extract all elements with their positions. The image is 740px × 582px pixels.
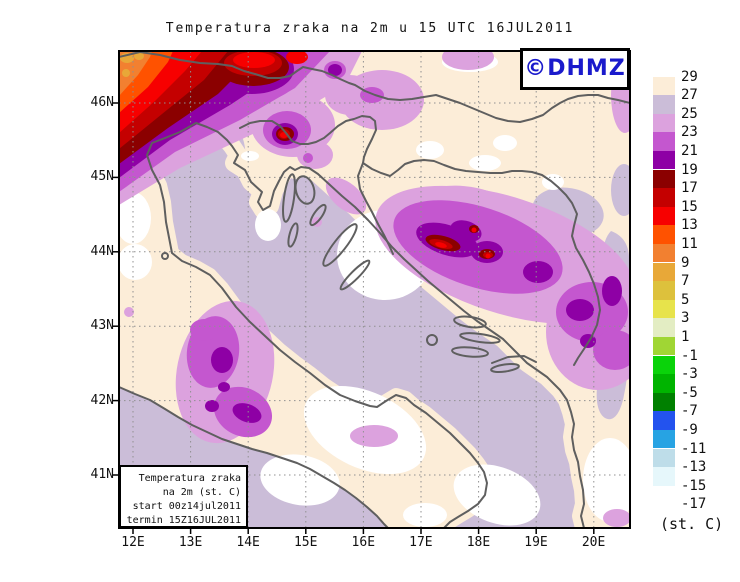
dhmz-logo-box: ©DHMZ bbox=[520, 48, 630, 90]
axis-ticks bbox=[113, 102, 595, 534]
colorbar-tick-label: 23 bbox=[681, 124, 698, 141]
x-axis-label: 18E bbox=[466, 535, 491, 550]
x-axis-label: 19E bbox=[524, 535, 548, 550]
y-axis-label: 46N bbox=[90, 95, 114, 110]
x-axis-label: 16E bbox=[351, 535, 376, 550]
colorbar-swatch bbox=[653, 262, 675, 282]
x-axis-label: 15E bbox=[293, 535, 318, 550]
colorbar-swatch bbox=[653, 76, 675, 96]
colorbar-swatch bbox=[653, 132, 675, 151]
legend-line: termin 15Z16JUL2011 bbox=[126, 515, 241, 526]
page-title: Temperatura zraka na 2m u 15 UTC 16JUL20… bbox=[165, 21, 575, 36]
x-axis-label: 12E bbox=[121, 535, 145, 550]
colorbar-tick-label: 29 bbox=[681, 68, 698, 85]
x-axis-label: 20E bbox=[581, 535, 606, 550]
legend-line: start 00z14jul2011 bbox=[132, 501, 241, 512]
colorbar-swatch bbox=[653, 95, 675, 114]
colorbar-swatch bbox=[653, 188, 675, 207]
temperature-field bbox=[120, 52, 629, 527]
y-axis-label: 42N bbox=[90, 392, 114, 408]
colorbar-swatch bbox=[653, 113, 675, 133]
colorbar-tick-label: -13 bbox=[681, 459, 707, 476]
colorbar-swatch bbox=[653, 467, 675, 486]
legend-box: Temperatura zraka na 2m (st. C) start 00… bbox=[119, 465, 248, 528]
y-axis-label: 41N bbox=[90, 467, 114, 482]
colorbar-swatch bbox=[653, 355, 675, 375]
colorbar-swatch bbox=[653, 448, 675, 468]
y-axis-label: 44N bbox=[90, 243, 114, 259]
colorbar-tick-label: 21 bbox=[681, 142, 698, 159]
graticule bbox=[120, 52, 629, 527]
colorbar-swatch bbox=[653, 318, 675, 337]
map-frame bbox=[118, 50, 631, 529]
colorbar-tick-label: 1 bbox=[681, 328, 690, 345]
hot-patches bbox=[120, 52, 629, 527]
colorbar-swatch bbox=[653, 336, 675, 356]
y-axis-label: 43N bbox=[90, 318, 114, 334]
dhmz-logo-text: ©DHMZ bbox=[524, 56, 626, 81]
legend-line: Temperatura zraka bbox=[138, 473, 241, 484]
colorbar-tick-label: -7 bbox=[681, 403, 698, 420]
x-axis-label: 14E bbox=[236, 535, 260, 550]
colorbar-swatch bbox=[653, 411, 675, 430]
x-axis-label: 17E bbox=[409, 535, 433, 550]
coastlines bbox=[120, 52, 629, 527]
colorbar-swatch bbox=[653, 169, 675, 189]
colorbar-tick-label: -9 bbox=[681, 421, 698, 438]
colorbar-tick-label: 13 bbox=[681, 217, 698, 234]
colorbar-tick-label: -15 bbox=[681, 477, 707, 494]
colorbar-tick-label: 7 bbox=[681, 273, 690, 290]
colorbar-tick-label: -3 bbox=[681, 366, 698, 383]
colorbar-tick-label: 3 bbox=[681, 310, 690, 327]
colorbar-swatch bbox=[653, 374, 675, 393]
colorbar-tick-label: 27 bbox=[681, 87, 698, 104]
colorbar-tick-label: 15 bbox=[681, 198, 698, 215]
colorbar-swatch bbox=[653, 206, 675, 226]
colorbar-tick-label: -5 bbox=[681, 384, 698, 401]
colorbar-swatch bbox=[653, 243, 675, 263]
islands bbox=[161, 173, 537, 373]
colorbar-swatch bbox=[653, 485, 675, 505]
colorbar-tick-label: 5 bbox=[681, 291, 690, 308]
colorbar-tick-label: -17 bbox=[681, 496, 707, 513]
colorbar-swatch bbox=[653, 299, 675, 319]
colorbar-tick-label: -1 bbox=[681, 347, 698, 364]
colorbar-swatch bbox=[653, 281, 675, 300]
colorbar-tick-label: 25 bbox=[681, 105, 698, 122]
colorbar-swatch bbox=[653, 392, 675, 412]
legend-line: na 2m (st. C) bbox=[162, 487, 241, 498]
colorbar-tick-label: 17 bbox=[681, 180, 698, 197]
x-axis-label: 13E bbox=[178, 535, 203, 550]
colorbar-unit-label: (st. C) bbox=[660, 515, 724, 533]
colorbar-swatch bbox=[653, 429, 675, 449]
y-axis-label: 45N bbox=[90, 169, 114, 185]
colorbar-tick-label: -11 bbox=[681, 440, 707, 457]
colorbar-swatch bbox=[653, 225, 675, 244]
colorbar-tick-label: 19 bbox=[681, 161, 698, 178]
colorbar-swatch bbox=[653, 150, 675, 170]
colorbar-tick-label: 11 bbox=[681, 235, 698, 252]
colorbar-tick-label: 9 bbox=[681, 254, 690, 271]
